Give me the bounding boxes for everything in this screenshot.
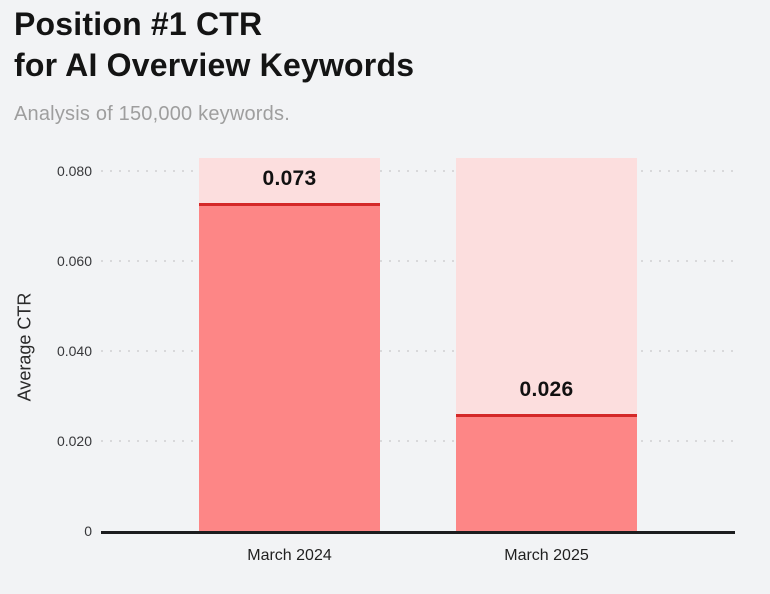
y-tick-label: 0.080 [56, 163, 92, 180]
chart-subtitle: Analysis of 150,000 keywords. [14, 103, 290, 125]
bar-value-label: 0.026 [519, 378, 574, 402]
chart-title-line1: Position #1 CTR [14, 6, 263, 42]
chart-title-line2: for AI Overview Keywords [14, 47, 415, 83]
y-axis-title: Average CTR [14, 292, 35, 402]
gridline [101, 350, 735, 353]
gridline [101, 170, 735, 173]
bar [456, 414, 637, 531]
bar-value-label: 0.073 [262, 166, 317, 190]
bar-background-track: 0.026 [456, 158, 637, 531]
plot-area: 0 0.020 0.040 0.060 0.080 0.073 March 2024 0.02… [57, 158, 735, 564]
y-tick-label: 0.020 [56, 433, 92, 450]
y-tick-label: 0.060 [56, 253, 92, 270]
gridline [101, 260, 735, 263]
gridline [101, 440, 735, 443]
bar-background-track: 0.073 [199, 158, 380, 531]
x-tick-label: March 2024 [247, 547, 332, 564]
chart-title: Position #1 CTR for AI Overview Keywords [14, 4, 414, 86]
y-tick-label: 0 [84, 523, 92, 539]
bar [199, 202, 380, 531]
x-tick-label: March 2025 [504, 547, 589, 564]
x-axis-line [101, 531, 735, 534]
y-tick-label: 0.040 [56, 343, 92, 360]
